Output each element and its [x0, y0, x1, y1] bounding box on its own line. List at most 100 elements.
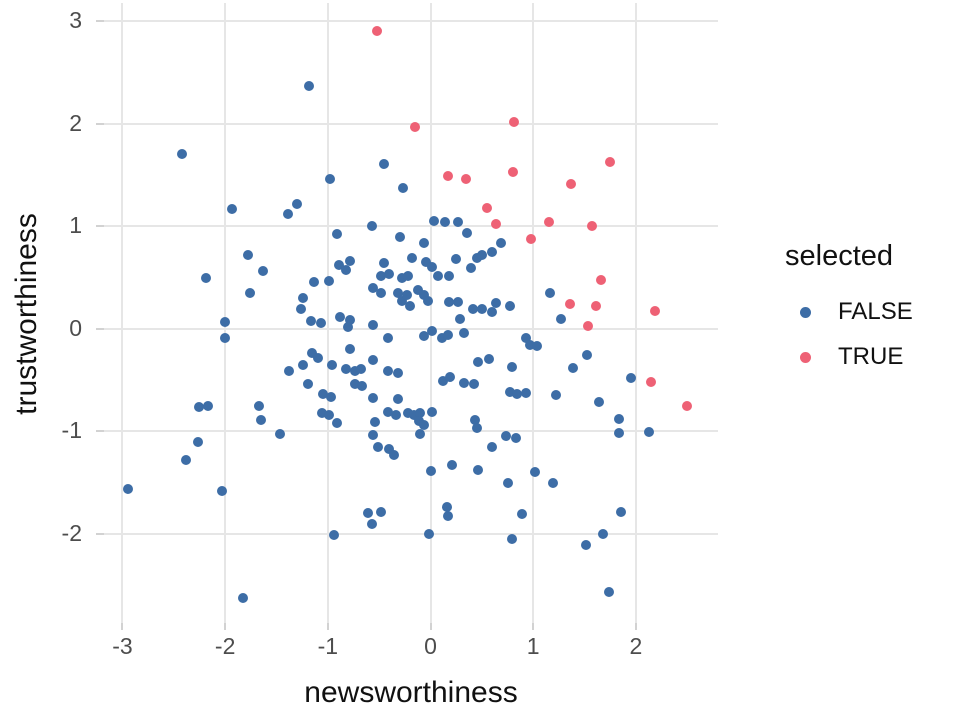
x-tick-label: 0: [424, 633, 437, 659]
data-point-false: [471, 253, 482, 264]
x-gridline: [634, 3, 637, 623]
data-point-true: [491, 219, 502, 230]
data-point-false: [547, 477, 558, 488]
data-point-false: [510, 432, 521, 443]
data-point-false: [181, 455, 192, 466]
x-tick-label: 1: [526, 633, 540, 659]
legend: selected FALSE TRUE: [785, 240, 913, 387]
data-point-false: [307, 348, 318, 359]
data-point-true: [410, 122, 421, 132]
data-point-false: [459, 378, 470, 389]
y-tick-mark: [96, 532, 104, 535]
data-point-true: [508, 116, 519, 127]
legend-swatch-false-dot: [800, 306, 811, 318]
data-point-false: [442, 330, 453, 341]
data-point-false: [441, 502, 452, 513]
data-point-true: [481, 202, 492, 213]
data-point-false: [415, 407, 426, 418]
data-point-false: [379, 158, 390, 169]
data-point-false: [325, 391, 336, 402]
data-point-false: [368, 282, 378, 293]
data-point-false: [303, 379, 314, 390]
data-point-false: [511, 389, 522, 400]
data-point-false: [258, 266, 269, 277]
data-point-false: [326, 359, 337, 370]
data-point-false: [525, 340, 536, 351]
data-point-false: [396, 272, 407, 283]
y-tick-label: -1: [61, 417, 82, 444]
data-point-true: [605, 156, 616, 167]
data-point-false: [413, 284, 424, 295]
legend-label-true: TRUE: [838, 343, 904, 370]
data-point-false: [598, 528, 608, 539]
data-point-false: [455, 313, 466, 324]
legend-entry-true: TRUE: [785, 342, 913, 372]
data-point-false: [220, 333, 231, 344]
data-point-false: [423, 296, 434, 307]
data-point-false: [472, 356, 483, 367]
data-point-false: [345, 344, 356, 355]
data-point-false: [443, 270, 454, 281]
y-tick-mark: [96, 122, 104, 125]
data-point-false: [487, 247, 498, 258]
data-point-false: [502, 477, 513, 488]
data-point-false: [459, 327, 470, 338]
data-point-false: [383, 365, 394, 376]
data-point-false: [244, 288, 255, 299]
data-point-false: [292, 198, 303, 209]
data-point-false: [370, 417, 381, 428]
data-point-false: [396, 296, 407, 307]
data-point-false: [376, 270, 387, 281]
legend-title: selected: [785, 240, 894, 272]
data-point-true: [646, 377, 657, 388]
data-point-false: [368, 430, 378, 441]
data-point-false: [220, 316, 231, 327]
data-point-false: [392, 393, 403, 404]
data-point-false: [424, 528, 435, 539]
data-point-false: [384, 268, 395, 279]
x-tick-label: -2: [214, 633, 236, 659]
data-point-false: [425, 466, 436, 477]
x-tick-mark: [429, 623, 432, 630]
data-point-false: [366, 221, 377, 232]
data-point-false: [315, 317, 326, 328]
data-point-false: [200, 272, 211, 283]
x-tick-label: -3: [112, 633, 133, 659]
data-point-false: [472, 465, 483, 476]
data-point-false: [496, 237, 507, 248]
data-point-false: [426, 262, 437, 273]
data-point-false: [467, 304, 478, 315]
legend-swatch-true-dot: [800, 351, 811, 363]
data-point-true: [461, 174, 472, 185]
data-point-false: [421, 257, 432, 268]
data-point-false: [465, 263, 476, 274]
data-point-false: [349, 379, 360, 390]
data-point-false: [392, 288, 403, 299]
x-tick-label: -1: [317, 633, 339, 659]
data-point-false: [343, 321, 354, 332]
data-point-false: [392, 367, 403, 378]
x-tick-mark: [224, 623, 227, 630]
data-point-true: [595, 274, 606, 285]
data-point-true: [442, 171, 453, 182]
data-point-false: [341, 265, 352, 276]
data-point-false: [345, 256, 356, 267]
data-point-false: [388, 449, 399, 460]
data-point-false: [544, 288, 555, 299]
data-point-false: [604, 587, 615, 598]
data-point-false: [428, 216, 439, 227]
x-tick-mark: [532, 623, 535, 630]
x-tick-label: 2: [629, 633, 643, 659]
data-point-false: [298, 359, 309, 370]
data-point-true: [566, 179, 577, 190]
data-point-false: [550, 390, 561, 401]
data-point-false: [394, 231, 405, 242]
plot-panel: [104, 3, 718, 623]
data-point-false: [323, 275, 334, 286]
data-point-false: [376, 507, 387, 518]
data-point-true: [507, 167, 518, 178]
data-point-false: [356, 381, 367, 392]
data-point-false: [487, 441, 498, 452]
data-point-false: [443, 297, 454, 308]
